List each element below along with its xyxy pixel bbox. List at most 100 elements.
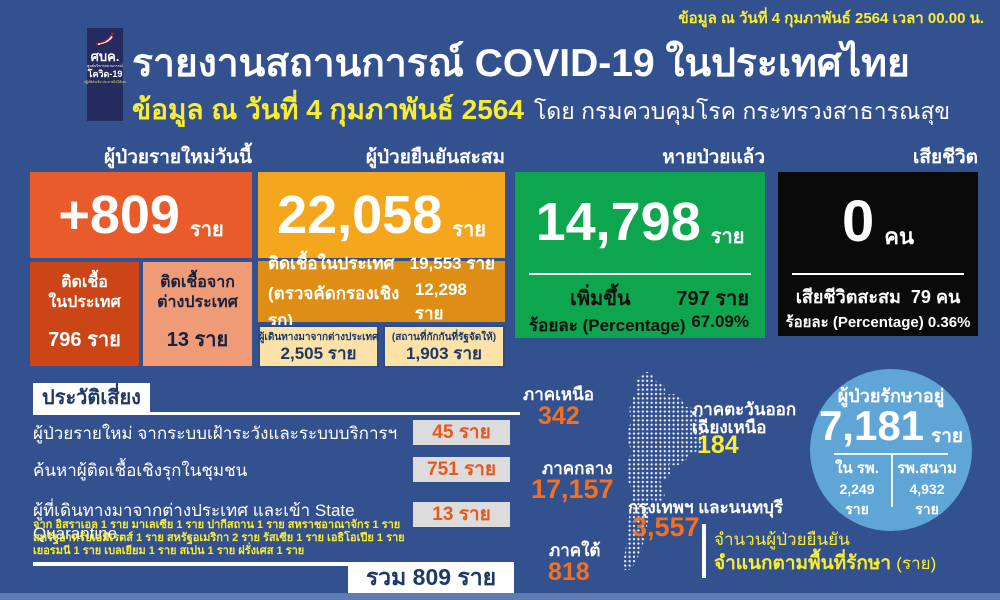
quarantine-countries-list: จาก อิสราเอล 1 ราย มาเลเซีย 1 ราย ปากีสถ… xyxy=(33,519,405,558)
field-hospital-label: รพ.สนาม xyxy=(897,460,957,477)
logo-tagline: ปฏิบัติตัวเข้ม ประมาทไม่ได้เลย xyxy=(83,80,127,84)
map-caption-line2: จำแนกตามพื้นที่รักษา (ราย) xyxy=(714,548,936,578)
ccsa-logo: ศบค. ศูนย์บริหารสถานการณ์ โควิด-19 ปฏิบั… xyxy=(83,28,127,121)
deaths-percent-label: ร้อยละ (Percentage) xyxy=(785,314,924,331)
divider xyxy=(834,453,948,455)
risk-row-value: 45 ราย xyxy=(413,420,510,445)
cumulative-value: 22,058 xyxy=(277,185,443,245)
page-title: รายงานสถานการณ์ COVID-19 ในประเทศไทย xyxy=(132,42,910,85)
treatment-number: 7,181 ราย xyxy=(810,401,972,451)
domestic-value: 796 ราย xyxy=(48,329,121,351)
region-bangkok-value: 3,557 xyxy=(632,512,700,542)
caption-bar xyxy=(702,524,706,578)
new-cases-value: +809 xyxy=(58,185,180,245)
new-cases-unit: ราย xyxy=(189,219,224,241)
in-treatment-circle: ผู้ป่วยรักษาอยู่ 7,181 ราย ใน รพ. 2,249 … xyxy=(810,369,972,531)
hospital-column: ใน รพ. 2,249 ราย xyxy=(826,459,888,519)
new-cases-card: +809 ราย xyxy=(30,172,252,258)
region-south-label: ภาคใต้ xyxy=(549,541,601,560)
risk-row-label: ผู้ป่วยรายใหม่ จากระบบเฝ้าระวังและระบบบร… xyxy=(33,424,398,443)
deaths-unit: คน xyxy=(884,223,915,249)
risk-row-label: ค้นหาผู้ติดเชื้อเชิงรุกในชุมชน xyxy=(33,461,248,480)
risk-row-value: 13 ราย xyxy=(413,502,510,527)
imported-value: 13 ราย xyxy=(166,329,229,351)
cumulative-proactive-value: 12,298 ราย xyxy=(414,279,467,323)
deaths-percent-row: ร้อยละ (Percentage) 0.36% xyxy=(778,310,978,334)
countries-line: เยอรมนี 1 ราย เบลเยียม 1 ราย สเปน 1 ราย … xyxy=(33,545,305,557)
new-cases-imported-card: ติดเชื้อจาก ต่างประเทศ 13 ราย xyxy=(143,262,252,366)
domestic-label-2: ในประเทศ xyxy=(48,294,121,311)
cumulative-domestic-value: 19,553 ราย xyxy=(409,253,495,273)
logo-abbr: ศบค. xyxy=(90,49,120,64)
recovered-percent-label: ร้อยละ (Percentage) xyxy=(529,316,686,335)
increase-value: 797 ราย xyxy=(676,288,749,310)
cumulative-domestic-label: ติดเชื้อในประเทศ xyxy=(268,253,395,273)
subtitle-source: โดย กรมควบคุมโรค กระทรวงสาธารณสุข xyxy=(533,98,951,124)
field-hospital-column: รพ.สนาม 4,932 ราย xyxy=(896,459,958,519)
travelers-value: 2,505 ราย xyxy=(280,344,357,363)
deaths-number: 0 คน xyxy=(778,178,978,266)
bottom-accent-strip xyxy=(0,593,1000,600)
imported-label-2: ต่างประเทศ xyxy=(157,294,238,311)
imported-label-1: ติดเชื้อจาก xyxy=(160,274,235,291)
recovered-value: 14,798 xyxy=(535,192,701,252)
deaths-cumulative-label: เสียชีวิตสะสม xyxy=(795,287,901,307)
divider xyxy=(33,412,520,415)
countries-line: จาก อิสราเอล 1 ราย มาเลเซีย 1 ราย ปากีสถ… xyxy=(33,519,401,531)
cumulative-proactive-row: (ตรวจคัดกรองเชิงรุก) 12,298 ราย xyxy=(268,280,495,334)
divider xyxy=(33,562,348,566)
risk-row-value: 751 ราย xyxy=(413,457,510,482)
treatment-unit: ราย xyxy=(931,426,964,447)
map-caption-bold: จำแนกตามพื้นที่รักษา xyxy=(714,553,892,574)
hospital-label: ใน รพ. xyxy=(835,460,879,477)
deaths-cumulative-value: 79 คน xyxy=(910,287,961,307)
recovered-card: 14,798 ราย เพิ่มขึ้น 797 ราย ร้อยละ (Per… xyxy=(515,172,765,338)
region-south-value: 818 xyxy=(548,558,590,586)
card-header-recovered: หายป่วยแล้ว xyxy=(662,147,765,168)
risk-history-title: ประวัติเสี่ยง xyxy=(33,383,150,413)
countries-line: สหรัฐอาหรับเอมิเรตส์ 1 ราย สหรัฐอเมริกา … xyxy=(33,532,405,544)
field-hospital-value: 4,932 ราย xyxy=(909,481,945,517)
divider xyxy=(529,273,751,275)
recovered-unit: ราย xyxy=(710,226,745,248)
domestic-label-1: ติดเชื้อ xyxy=(61,274,108,291)
report-timestamp: ข้อมูล ณ วันที่ 4 กุมภาพันธ์ 2564 เวลา 0… xyxy=(678,10,984,27)
card-header-deaths: เสียชีวิต xyxy=(912,147,978,168)
divider xyxy=(792,273,964,275)
increase-label: เพิ่มขึ้น xyxy=(570,288,631,310)
divider xyxy=(891,455,893,507)
thailand-dotted-map xyxy=(622,371,704,571)
logo-covid: โควิด-19 xyxy=(87,69,123,79)
treatment-title: ผู้ป่วยรักษาอยู่ xyxy=(837,386,945,406)
travelers-label: ผู้เดินทางมาจากต่างประเทศ xyxy=(258,332,379,343)
region-northeast-value: 184 xyxy=(697,431,739,459)
new-cases-domestic-card: ติดเชื้อ ในประเทศ 796 ราย xyxy=(30,262,139,366)
cumulative-breakdown-card: ติดเชื้อในประเทศ 19,553 ราย (ตรวจคัดกรอง… xyxy=(258,254,505,330)
risk-row-label: ผู้ที่เดินทางมาจากต่างประเทศ และเข้า Sta… xyxy=(33,501,355,543)
recovered-number: 14,798 ราย xyxy=(515,178,765,266)
total-new-cases: รวม 809 ราย xyxy=(348,562,514,593)
treatment-value: 7,181 xyxy=(818,402,925,449)
subtitle: ข้อมูล ณ วันที่ 4 กุมภาพันธ์ 2564 โดย กร… xyxy=(132,88,950,132)
region-northeast-label-1: ภาคตะวันออก xyxy=(692,400,797,419)
subtitle-date: ข้อมูล ณ วันที่ 4 กุมภาพันธ์ 2564 xyxy=(132,94,524,125)
card-header-cumulative: ผู้ป่วยยืนยันสะสม xyxy=(365,147,505,168)
deaths-percent-value: 0.36% xyxy=(927,314,971,331)
cumulative-domestic-row: ติดเชื้อในประเทศ 19,553 ราย xyxy=(268,250,495,277)
deaths-value: 0 xyxy=(841,189,875,254)
map-caption-unit: (ราย) xyxy=(896,554,937,573)
cumulative-card: 22,058 ราย xyxy=(258,172,505,258)
region-central-value: 17,157 xyxy=(531,474,614,504)
region-north-label: ภาคเหนือ xyxy=(523,385,594,404)
region-northeast-label-2: เฉียงเหนือ xyxy=(692,418,767,437)
cumulative-proactive-label: (ตรวจคัดกรองเชิงรุก) xyxy=(268,283,400,330)
recovered-increase-row: เพิ่มขึ้น 797 ราย xyxy=(570,282,749,314)
cumulative-unit: ราย xyxy=(452,219,486,241)
hospital-value: 2,249 ราย xyxy=(839,481,875,517)
logo-org: ศูนย์บริหารสถานการณ์ xyxy=(87,64,123,68)
recovered-percent-value: 67.09% xyxy=(691,312,749,331)
thai-flag-swoosh-icon xyxy=(95,32,115,50)
map-caption-line1: จำนวนผู้ป่วยยืนยัน xyxy=(714,530,850,549)
deaths-card: 0 คน เสียชีวิตสะสม 79 คน ร้อยละ (Percent… xyxy=(778,172,978,336)
